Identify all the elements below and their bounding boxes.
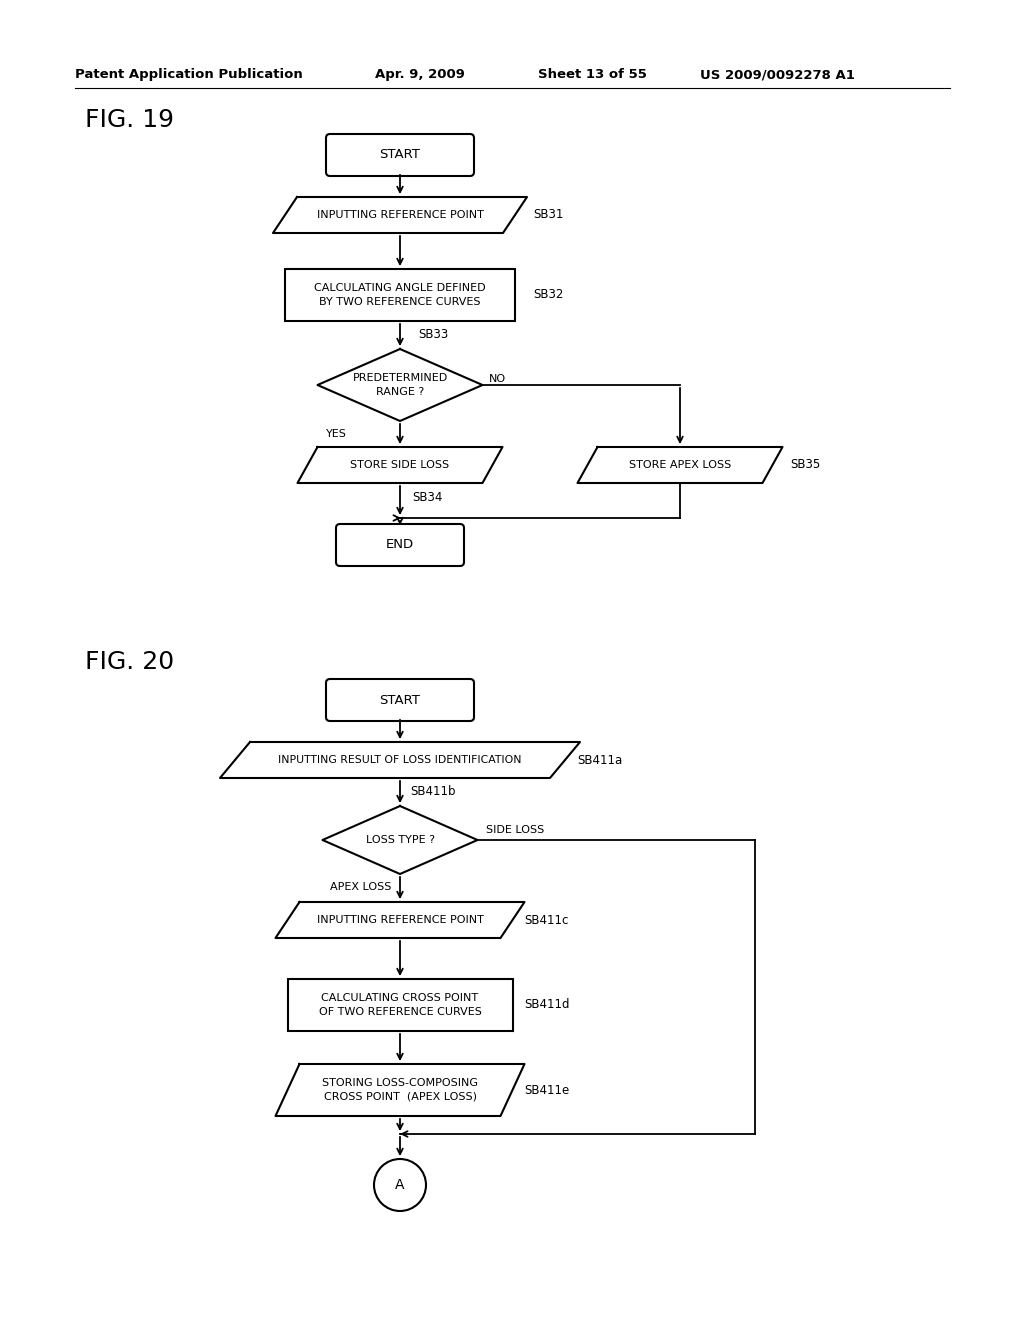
Text: SB411b: SB411b — [410, 785, 456, 799]
Text: FIG. 20: FIG. 20 — [85, 649, 174, 675]
Text: STORE SIDE LOSS: STORE SIDE LOSS — [350, 459, 450, 470]
Text: START: START — [380, 693, 421, 706]
Text: SB31: SB31 — [534, 209, 563, 222]
Text: INPUTTING RESULT OF LOSS IDENTIFICATION: INPUTTING RESULT OF LOSS IDENTIFICATION — [279, 755, 522, 766]
Polygon shape — [317, 348, 482, 421]
Text: START: START — [380, 149, 421, 161]
Text: Apr. 9, 2009: Apr. 9, 2009 — [375, 69, 465, 81]
FancyBboxPatch shape — [336, 524, 464, 566]
FancyBboxPatch shape — [326, 678, 474, 721]
Text: SB411a: SB411a — [577, 754, 623, 767]
Polygon shape — [275, 902, 524, 939]
Polygon shape — [578, 447, 782, 483]
Text: INPUTTING REFERENCE POINT: INPUTTING REFERENCE POINT — [316, 915, 483, 925]
Polygon shape — [273, 197, 527, 234]
Text: STORE APEX LOSS: STORE APEX LOSS — [629, 459, 731, 470]
Text: LOSS TYPE ?: LOSS TYPE ? — [366, 836, 434, 845]
Text: YES: YES — [326, 429, 346, 440]
Circle shape — [374, 1159, 426, 1210]
Text: STORING LOSS-COMPOSING
CROSS POINT  (APEX LOSS): STORING LOSS-COMPOSING CROSS POINT (APEX… — [322, 1078, 478, 1102]
Text: US 2009/0092278 A1: US 2009/0092278 A1 — [700, 69, 855, 81]
Text: SB411e: SB411e — [524, 1084, 569, 1097]
Polygon shape — [275, 1064, 524, 1115]
Polygon shape — [323, 807, 477, 874]
Text: Sheet 13 of 55: Sheet 13 of 55 — [538, 69, 647, 81]
Polygon shape — [298, 447, 503, 483]
Bar — [285, 269, 515, 321]
Text: Patent Application Publication: Patent Application Publication — [75, 69, 303, 81]
Text: A: A — [395, 1177, 404, 1192]
Text: PREDETERMINED
RANGE ?: PREDETERMINED RANGE ? — [352, 374, 447, 396]
Text: SIDE LOSS: SIDE LOSS — [485, 825, 544, 836]
Text: SB411c: SB411c — [524, 913, 569, 927]
Text: APEX LOSS: APEX LOSS — [331, 882, 392, 892]
Text: CALCULATING ANGLE DEFINED
BY TWO REFERENCE CURVES: CALCULATING ANGLE DEFINED BY TWO REFEREN… — [314, 284, 485, 306]
Text: NO: NO — [488, 374, 506, 384]
Text: SB32: SB32 — [534, 289, 563, 301]
FancyBboxPatch shape — [326, 135, 474, 176]
Text: END: END — [386, 539, 414, 552]
Text: SB33: SB33 — [418, 327, 449, 341]
Polygon shape — [220, 742, 580, 777]
Text: SB34: SB34 — [412, 491, 442, 504]
Text: SB35: SB35 — [791, 458, 821, 471]
Text: INPUTTING REFERENCE POINT: INPUTTING REFERENCE POINT — [316, 210, 483, 220]
Text: SB411d: SB411d — [524, 998, 570, 1011]
Text: CALCULATING CROSS POINT
OF TWO REFERENCE CURVES: CALCULATING CROSS POINT OF TWO REFERENCE… — [318, 994, 481, 1016]
Text: FIG. 19: FIG. 19 — [85, 108, 174, 132]
Bar — [288, 979, 512, 1031]
